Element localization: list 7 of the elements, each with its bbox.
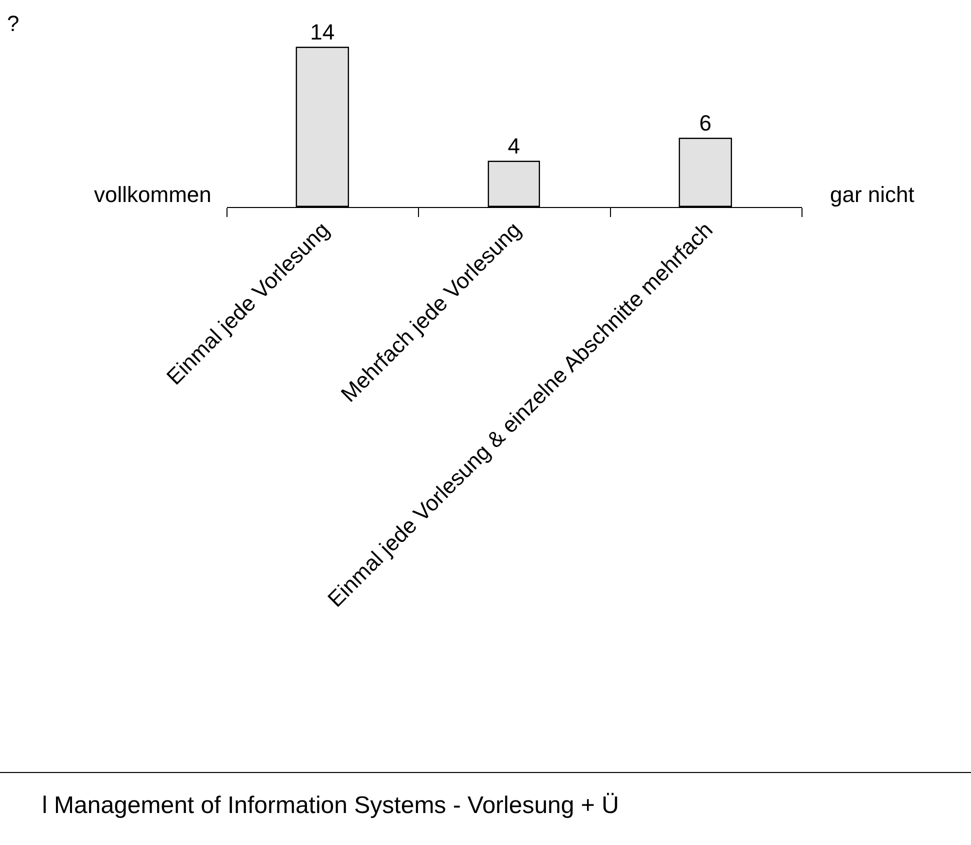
text: l Management of Information Systems - Vorlesung + Ü xyxy=(42,792,619,819)
data-label: 4 xyxy=(508,133,520,158)
data-label: 6 xyxy=(699,110,712,136)
text: gar nicht xyxy=(830,182,914,207)
data-label: 14 xyxy=(310,19,335,44)
text: vollkommen xyxy=(94,182,212,207)
text: ? xyxy=(7,11,20,36)
